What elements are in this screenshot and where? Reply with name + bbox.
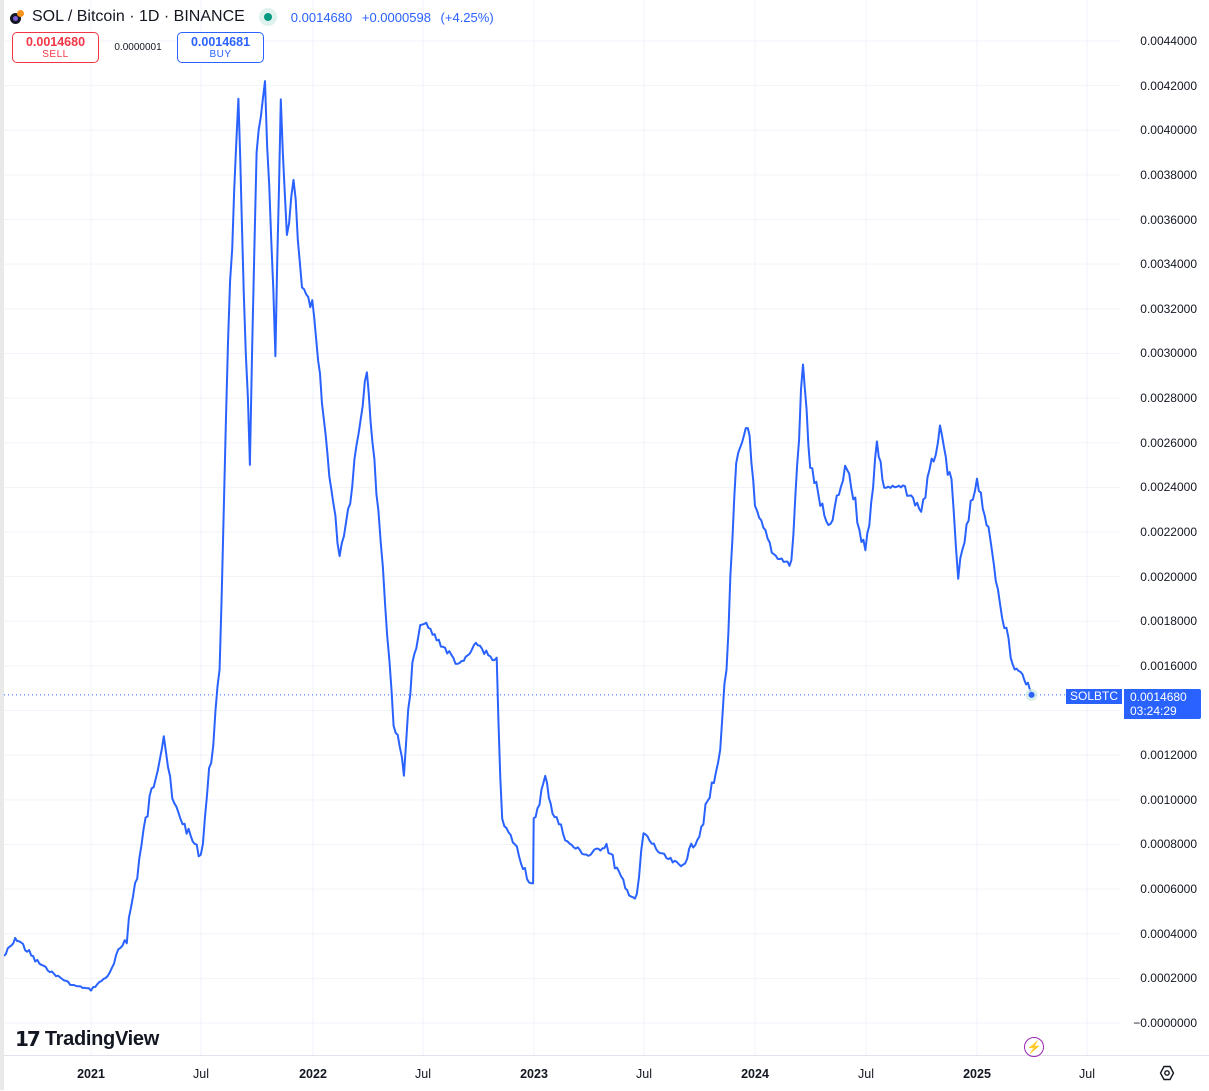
y-tick-label: −0.0000000 — [1133, 1016, 1197, 1030]
last-price-tag-value: 0.0014680 — [1130, 690, 1187, 704]
y-tick-label: 0.0044000 — [1140, 34, 1197, 48]
x-tick-label: 2023 — [520, 1067, 548, 1081]
time-axis[interactable]: 2021 Jul 2022 Jul 2023 Jul 2024 Jul 2025 Jul — [4, 1055, 1209, 1091]
x-tick-label: 2021 — [77, 1067, 105, 1081]
price-series-line[interactable] — [4, 80, 1033, 992]
tradingview-logo[interactable]: 17 TradingView — [15, 1027, 159, 1051]
y-tick-label: 0.0038000 — [1140, 167, 1197, 182]
x-tick-label: Jul — [415, 1067, 431, 1081]
price-change-pct: (+4.25%) — [440, 9, 494, 25]
y-tick-label: 0.0028000 — [1140, 391, 1197, 406]
gear-icon[interactable] — [1159, 1065, 1175, 1081]
price-change: +0.0000598 — [361, 9, 431, 25]
sell-button[interactable]: 0.0014680 SELL — [12, 32, 99, 63]
x-tick-label: Jul — [1079, 1067, 1095, 1081]
x-tick-label: Jul — [858, 1067, 874, 1081]
y-tick-label: 0.0012000 — [1140, 748, 1197, 763]
x-tick-label: 2025 — [963, 1067, 991, 1081]
buy-price: 0.0014681 — [190, 34, 251, 49]
chart-plot-area[interactable] — [4, 0, 1120, 1055]
y-tick-label: 0.0018000 — [1140, 614, 1197, 629]
sell-price: 0.0014680 — [25, 34, 86, 49]
bolt-icon[interactable]: ⚡ — [1024, 1037, 1044, 1057]
y-tick-label: 0.0020000 — [1140, 569, 1197, 584]
sell-label: SELL — [42, 48, 69, 60]
buy-label: BUY — [209, 48, 232, 60]
y-tick-label: 0.0042000 — [1140, 78, 1197, 93]
y-tick-label: 0.0022000 — [1140, 525, 1197, 539]
tradingview-wordmark: TradingView — [44, 1027, 159, 1050]
market-open-dot-icon[interactable] — [258, 8, 277, 26]
price-axis[interactable]: 0.0044000 0.0042000 0.0040000 0.0038000 0.00… — [1120, 0, 1209, 1055]
x-tick-label: Jul — [636, 1067, 652, 1081]
y-tick-label: 0.0040000 — [1140, 123, 1197, 138]
y-tick-label: 0.0010000 — [1140, 792, 1197, 807]
x-tick-label: 2022 — [299, 1067, 327, 1081]
bolt-glyph: ⚡ — [1026, 1040, 1042, 1054]
window-edge — [0, 0, 4, 1090]
y-tick-label: 0.0036000 — [1140, 212, 1197, 227]
sol-btc-pair-icon — [10, 10, 24, 24]
chart-header: SOL / Bitcoin · 1D · BINANCE 0.0014680 +… — [10, 6, 500, 28]
x-tick-label: 2024 — [741, 1067, 769, 1081]
last-price-dot — [1028, 691, 1035, 698]
spread-value: 0.0000001 — [114, 42, 162, 53]
last-price: 0.0014680 — [290, 9, 353, 25]
y-tick-label: 0.0030000 — [1140, 346, 1197, 361]
trade-panel: 0.0014680 SELL 0.0000001 0.0014681 BUY — [12, 32, 264, 63]
buy-button[interactable]: 0.0014681 BUY — [177, 32, 264, 63]
y-tick-label: 0.0032000 — [1140, 301, 1197, 316]
symbol-price-tag: SOLBTC — [1066, 689, 1123, 704]
y-tick-label: 0.0016000 — [1140, 658, 1197, 673]
y-tick-label: 0.0008000 — [1140, 837, 1197, 852]
bar-countdown: 03:24:29 — [1130, 704, 1177, 718]
y-tick-label: 0.0002000 — [1140, 971, 1197, 986]
symbol-title[interactable]: SOL / Bitcoin · 1D · BINANCE — [32, 8, 245, 25]
quote-info: 0.0014680 +0.0000598 (+4.25%) — [291, 10, 500, 25]
y-tick-label: 0.0026000 — [1140, 435, 1197, 450]
price-line-chart[interactable] — [4, 0, 1120, 1055]
y-tick-label: 0.0006000 — [1140, 882, 1197, 897]
x-tick-label: Jul — [193, 1067, 209, 1081]
y-tick-label: 0.0004000 — [1140, 926, 1197, 941]
last-price-tag: 0.0014680 03:24:29 — [1124, 689, 1201, 719]
y-tick-label: 0.0034000 — [1140, 257, 1197, 272]
y-tick-label: 0.0024000 — [1140, 480, 1197, 495]
tradingview-mark-icon: 17 — [15, 1027, 41, 1051]
